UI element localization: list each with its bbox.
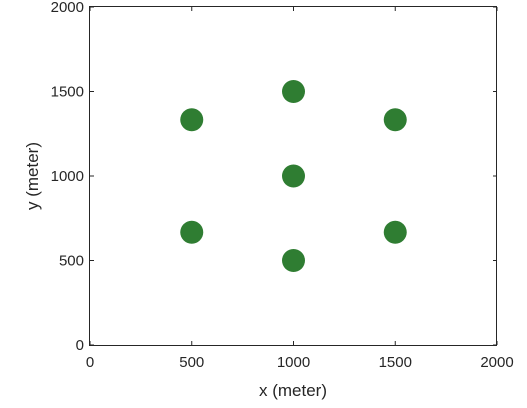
x-tick-label: 1500	[379, 354, 412, 371]
data-point	[383, 108, 407, 132]
y-axis-label: y (meter)	[23, 142, 42, 210]
y-tick-labels: 0 500 1000 1500 2000	[51, 0, 84, 354]
y-tick-label: 1500	[51, 84, 84, 101]
data-points	[180, 80, 407, 272]
plot-frame	[89, 6, 497, 346]
y-tick-label: 2000	[51, 0, 84, 16]
data-point	[282, 80, 305, 103]
data-point	[180, 220, 204, 244]
x-tick-label: 0	[86, 354, 94, 371]
x-tick-label: 500	[179, 354, 204, 371]
y-tick-label: 0	[76, 337, 84, 354]
data-point	[282, 249, 305, 272]
x-tick-label: 2000	[480, 354, 513, 371]
data-point	[383, 220, 407, 244]
x-tick-labels: 0 500 1000 1500 2000	[86, 354, 514, 371]
data-point	[180, 108, 204, 132]
y-tick-label: 500	[59, 253, 84, 270]
data-point	[282, 164, 305, 188]
x-axis-label: x (meter)	[259, 381, 327, 400]
x-tick-label: 1000	[277, 354, 310, 371]
y-tick-label: 1000	[51, 168, 84, 185]
